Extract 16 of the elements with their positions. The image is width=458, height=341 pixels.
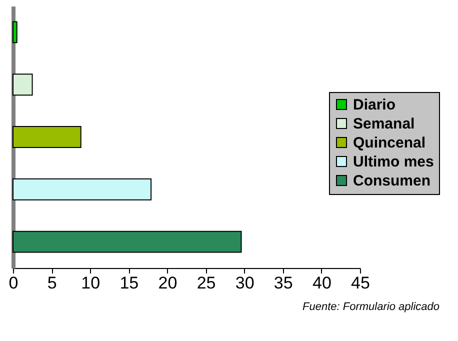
x-tick-label: 20 — [158, 274, 178, 292]
legend-label: Semanal — [353, 116, 415, 132]
x-tick-label: 5 — [47, 274, 57, 292]
source-note: Fuente: Formulario aplicado — [302, 301, 440, 313]
legend-label: Quincenal — [353, 134, 426, 152]
x-tick-label: 10 — [81, 274, 100, 292]
x-tick-label: 45 — [351, 274, 370, 292]
legend-label: Diario — [353, 96, 396, 114]
legend-label: Consumen — [353, 172, 431, 190]
x-tick-label: 35 — [274, 274, 293, 292]
x-tick-label: 0 — [8, 274, 18, 292]
x-tick-label: 15 — [120, 274, 139, 292]
x-tick-label: 40 — [312, 274, 332, 292]
legend-label: Ultimo mes — [353, 154, 434, 170]
x-tick-label: 25 — [196, 274, 216, 292]
x-tick-label: 30 — [235, 274, 254, 292]
